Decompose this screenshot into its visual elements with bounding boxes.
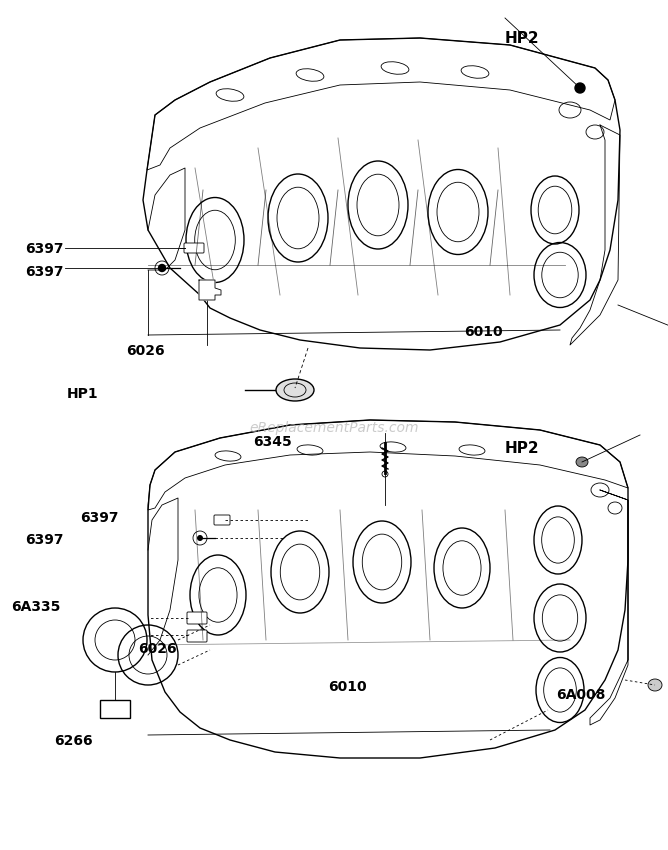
FancyBboxPatch shape	[214, 515, 230, 525]
Text: 6010: 6010	[464, 325, 503, 338]
Ellipse shape	[276, 379, 314, 401]
Circle shape	[575, 83, 585, 93]
FancyBboxPatch shape	[187, 630, 207, 642]
Text: 6010: 6010	[328, 680, 367, 694]
Circle shape	[158, 264, 166, 271]
Text: HP2: HP2	[504, 31, 539, 46]
Text: eReplacementParts.com: eReplacementParts.com	[249, 421, 419, 434]
Text: 6026: 6026	[126, 344, 165, 358]
Text: HP1: HP1	[67, 387, 98, 400]
FancyBboxPatch shape	[184, 243, 204, 253]
Polygon shape	[199, 280, 221, 300]
Text: 6A335: 6A335	[11, 600, 60, 614]
Ellipse shape	[648, 679, 662, 691]
Text: 6397: 6397	[80, 512, 119, 525]
Circle shape	[197, 535, 203, 541]
Ellipse shape	[576, 457, 588, 467]
FancyBboxPatch shape	[187, 612, 207, 624]
Text: 6397: 6397	[25, 242, 63, 256]
Text: 6266: 6266	[54, 734, 93, 748]
Text: 6345: 6345	[253, 435, 292, 449]
Text: 6026: 6026	[138, 642, 176, 655]
Text: HP2: HP2	[504, 441, 539, 456]
Text: 6397: 6397	[25, 265, 63, 279]
Text: 6A008: 6A008	[556, 688, 606, 702]
Text: 6397: 6397	[25, 533, 63, 547]
